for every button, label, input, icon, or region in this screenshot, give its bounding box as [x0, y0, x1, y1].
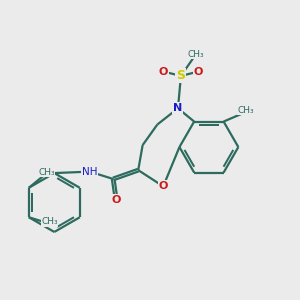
Text: CH₃: CH₃ — [187, 50, 204, 59]
Text: N: N — [173, 103, 183, 113]
Text: CH₃: CH₃ — [38, 168, 55, 177]
Text: NH: NH — [82, 167, 98, 177]
Text: O: O — [112, 195, 121, 205]
Text: S: S — [176, 69, 185, 82]
Text: O: O — [159, 181, 168, 191]
Text: CH₃: CH₃ — [41, 217, 58, 226]
Text: O: O — [159, 67, 168, 76]
Text: CH₃: CH₃ — [237, 106, 254, 115]
Text: O: O — [194, 67, 203, 76]
